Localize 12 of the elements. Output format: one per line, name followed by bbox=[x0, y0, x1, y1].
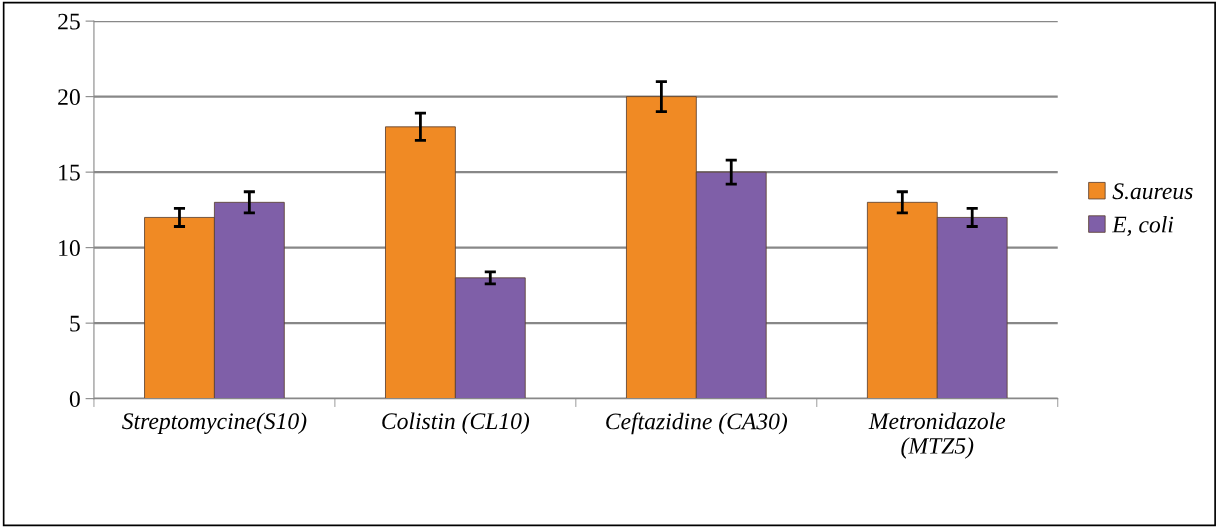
y-tick-label: 25 bbox=[58, 13, 80, 30]
y-tick-label: 0 bbox=[69, 391, 80, 408]
y-tick-label: 15 bbox=[59, 164, 80, 181]
x-tick-label: Streptomycine(S10) bbox=[122, 412, 307, 435]
y-tick-label: 10 bbox=[59, 240, 80, 257]
x-tick-label: Ceftazidine (CA30) bbox=[606, 412, 788, 435]
x-tick-label: Metronidazole (MTZ5) bbox=[868, 412, 1006, 459]
x-tick-label: Colistin (CL10) bbox=[382, 412, 530, 434]
legend-label: E, coli bbox=[1111, 215, 1174, 236]
legend-label: S.aureus bbox=[1112, 183, 1193, 200]
y-tick-label: 5 bbox=[70, 315, 80, 332]
y-tick-label: 20 bbox=[58, 89, 80, 106]
